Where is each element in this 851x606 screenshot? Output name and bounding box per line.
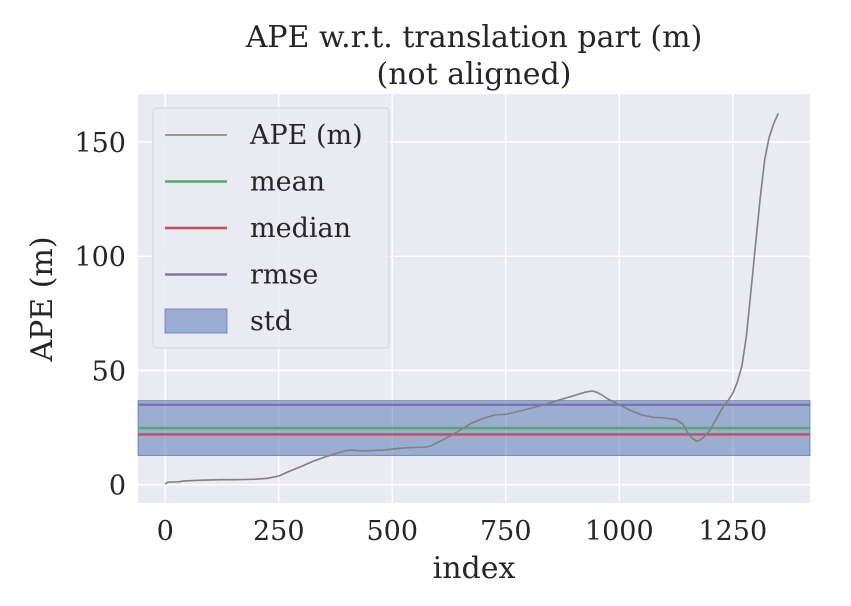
x-tick-label: 1250 bbox=[698, 516, 767, 547]
y-tick-label: 0 bbox=[109, 471, 126, 502]
chart-title: APE w.r.t. translation part (m) bbox=[245, 20, 703, 55]
legend-frame bbox=[152, 107, 390, 349]
legend-label-ape-m: APE (m) bbox=[249, 120, 363, 151]
y-axis-label: APE (m) bbox=[25, 236, 60, 362]
x-tick-label: 250 bbox=[253, 516, 305, 547]
legend-label-rmse: rmse bbox=[250, 260, 318, 291]
y-tick-label: 50 bbox=[92, 356, 126, 387]
x-tick-labels: 0 250 500 750 1000 1250 bbox=[157, 516, 768, 547]
chart-subtitle: (not aligned) bbox=[377, 57, 572, 92]
legend-swatch-std bbox=[164, 308, 228, 334]
legend-label-std: std bbox=[250, 306, 292, 337]
x-tick-label: 0 bbox=[157, 516, 174, 547]
x-tick-label: 500 bbox=[366, 516, 418, 547]
x-axis-label: index bbox=[433, 551, 516, 586]
stat-lines-group bbox=[138, 403, 810, 436]
x-tick-label: 750 bbox=[480, 516, 532, 547]
y-tick-labels: 0 50 100 150 bbox=[74, 128, 126, 502]
x-tick-label: 1000 bbox=[585, 516, 654, 547]
legend-label-median: median bbox=[250, 213, 351, 244]
y-tick-label: 150 bbox=[74, 128, 126, 159]
ape-line-group bbox=[164, 113, 779, 485]
legend: APE (m) mean median rmse std bbox=[152, 107, 390, 349]
ape-m-series-line bbox=[164, 113, 779, 485]
legend-label-mean: mean bbox=[250, 167, 325, 198]
y-tick-label: 100 bbox=[74, 242, 126, 273]
